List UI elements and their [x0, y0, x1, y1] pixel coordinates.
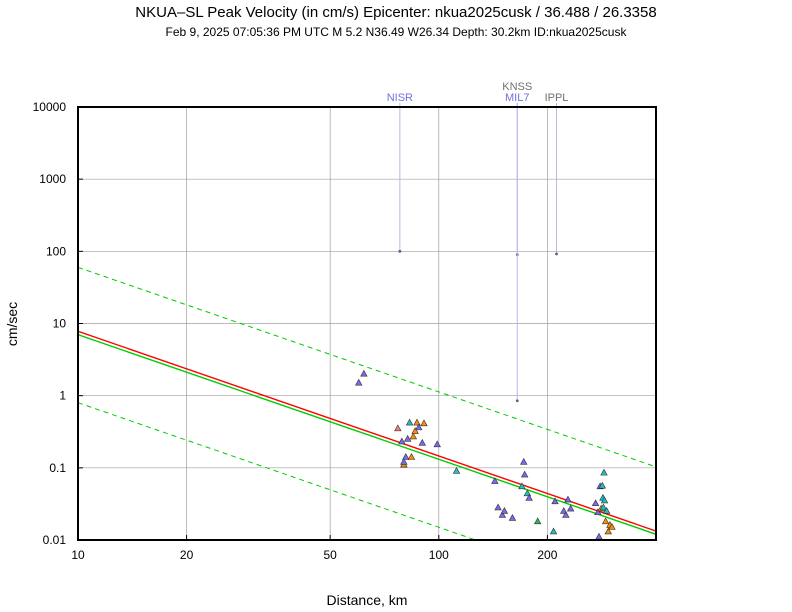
grid [77, 106, 656, 541]
data-point [415, 423, 423, 431]
data-point [402, 453, 410, 460]
data-point [562, 511, 570, 518]
data-point [420, 419, 428, 427]
data-point [604, 527, 612, 535]
y-tick-label: 0.01 [43, 533, 67, 547]
data-point [525, 493, 533, 501]
x-tick-label: 200 [537, 548, 557, 562]
data-point [533, 517, 542, 525]
data-point [411, 427, 419, 434]
data-point [602, 507, 611, 514]
data-point [407, 453, 416, 460]
data-point [452, 466, 461, 474]
regression-curve [78, 330, 656, 532]
x-tick-label: 20 [180, 548, 194, 562]
data-point [601, 517, 610, 525]
data-point [405, 418, 414, 426]
data-point [498, 511, 507, 518]
confidence-curve [78, 402, 478, 540]
data-point [494, 503, 502, 511]
station-label: MIL7 [505, 92, 529, 104]
data-point [403, 434, 412, 442]
data-point [491, 477, 499, 484]
data-point [520, 457, 528, 465]
data-point [394, 424, 402, 432]
x-tick-label: 50 [323, 548, 337, 562]
data-point [608, 523, 616, 530]
chart-subtitle: Feb 9, 2025 07:05:36 PM UTC M 5.2 N36.49… [165, 25, 627, 39]
x-tick-label: 10 [71, 548, 85, 562]
station-marker [515, 399, 519, 403]
data-point [591, 499, 600, 507]
station-label: IPPL [545, 92, 569, 104]
station-marker [398, 249, 402, 253]
data-point [433, 440, 441, 448]
data-point [520, 470, 529, 478]
y-tick-label: 1 [59, 389, 66, 403]
data-point [500, 507, 509, 514]
y-tick-label: 1000 [39, 172, 66, 186]
data-point [551, 497, 559, 505]
attenuation-curves [78, 266, 656, 540]
x-axis-label: Distance, km [326, 592, 408, 608]
data-point [360, 369, 368, 377]
station-label: NISR [387, 92, 413, 104]
data-point [400, 457, 408, 465]
y-tick-label: 10000 [33, 100, 67, 114]
x-tick-label: 100 [429, 548, 449, 562]
data-point [564, 495, 572, 503]
station-marker [555, 252, 558, 256]
data-point [398, 437, 406, 445]
data-point [418, 438, 426, 446]
data-point [600, 468, 608, 476]
station-label: KNSS [502, 81, 532, 93]
data-point [549, 527, 558, 535]
data-point [595, 532, 603, 540]
data-point [566, 504, 575, 512]
y-tick-label: 10 [53, 317, 67, 331]
data-point [594, 508, 602, 516]
y-tick-label: 0.1 [49, 461, 66, 475]
axes: 10 20 50 100 200 0.01 0.1 1 10 100 1000 10000 [33, 100, 657, 562]
chart-title: NKUA–SL Peak Velocity (in cm/s) Epicente… [135, 4, 657, 21]
y-tick-label: 100 [46, 244, 66, 258]
data-points [355, 369, 616, 540]
confidence-curve [78, 266, 656, 468]
regression-curve [78, 334, 656, 535]
data-point [355, 378, 363, 386]
data-point [599, 503, 608, 511]
data-point [518, 482, 526, 490]
data-point [409, 432, 418, 440]
data-point [508, 514, 517, 521]
data-point [598, 481, 607, 489]
data-point [413, 418, 421, 426]
data-point [600, 496, 609, 504]
